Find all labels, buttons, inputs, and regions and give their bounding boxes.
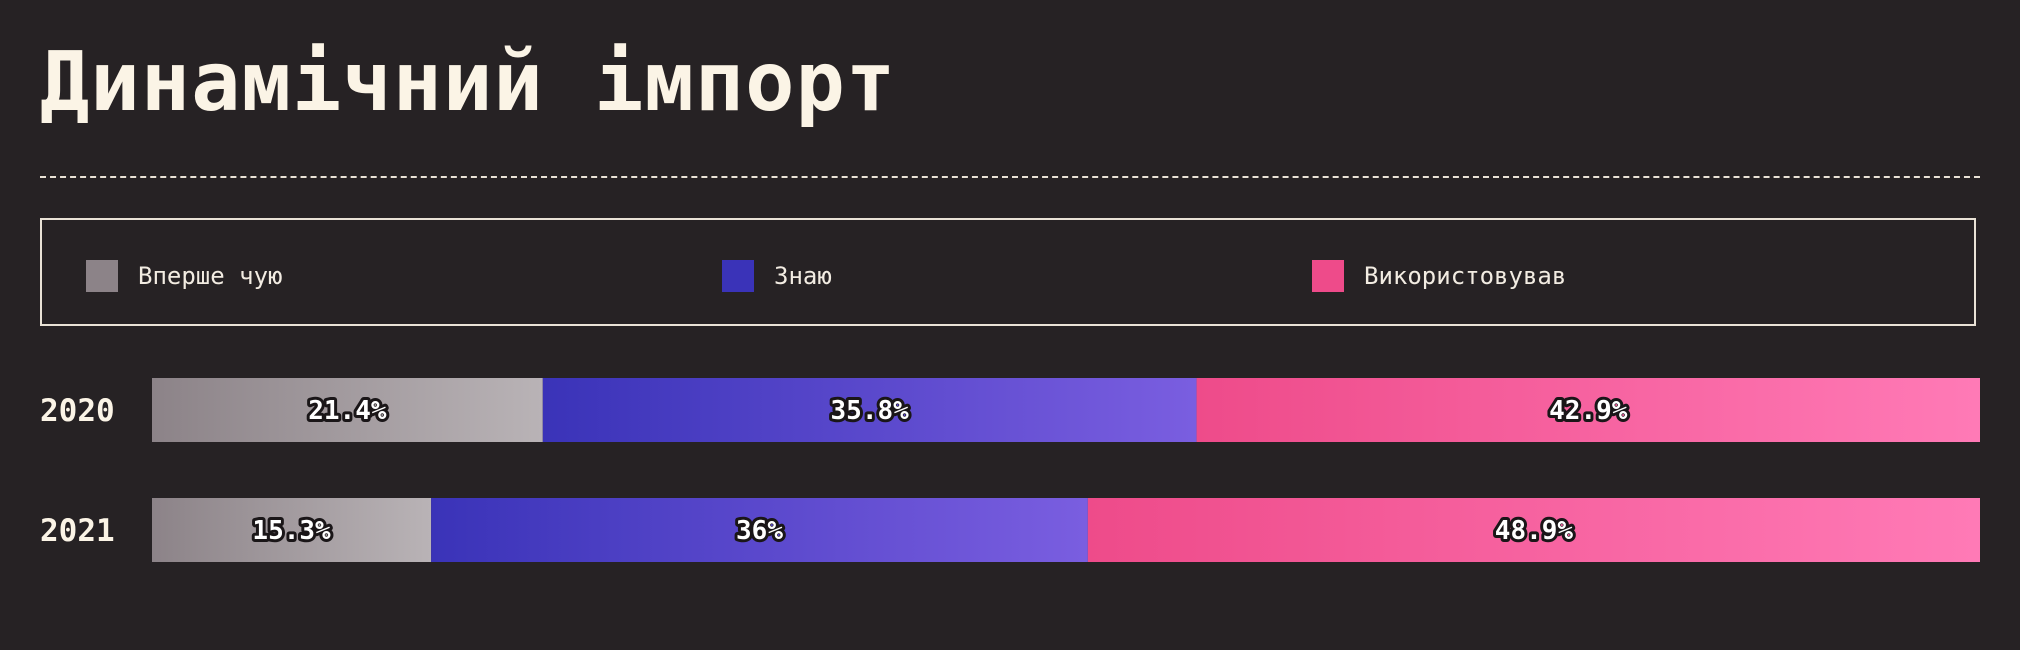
legend-item-know: Знаю	[722, 260, 832, 292]
legend-label-first-time: Вперше чую	[138, 262, 283, 290]
bar-2021-used	[1087, 498, 1980, 562]
bar-2021-know	[431, 498, 1088, 562]
data-label-2021-used: 48.9%	[1495, 516, 1574, 546]
data-label-2020-first-time: 21.4%	[308, 396, 387, 426]
title-divider	[40, 176, 1980, 178]
bar-2021-first-time	[152, 498, 432, 562]
bar-2020-used	[1196, 378, 1980, 442]
data-label-2020-used: 42.9%	[1549, 396, 1628, 426]
chart-title: Динамічний імпорт	[40, 35, 897, 130]
legend-item-first-time: Вперше чую	[86, 260, 283, 292]
legend-label-know: Знаю	[774, 262, 832, 290]
legend-item-used: Використовував	[1312, 260, 1566, 292]
bar-2020-first-time	[152, 378, 543, 442]
legend-swatch-first-time	[86, 260, 118, 292]
stacked-bar-chart: 2020 21.4% 35.8% 42.9% 2021 15.3% 36% 48.9%	[40, 378, 1980, 562]
legend-label-used: Використовував	[1364, 262, 1567, 290]
row-label-2020: 2020	[40, 393, 115, 429]
legend-swatch-used	[1312, 260, 1344, 292]
data-label-2021-know: 36%	[736, 516, 783, 546]
row-label-2021: 2021	[40, 513, 115, 549]
data-label-2020-know: 35.8%	[831, 396, 910, 426]
data-label-2021-first-time: 15.3%	[252, 516, 331, 546]
bar-2020-know	[542, 378, 1197, 442]
legend: Вперше чую Знаю Використовував	[40, 218, 1976, 326]
legend-swatch-know	[722, 260, 754, 292]
